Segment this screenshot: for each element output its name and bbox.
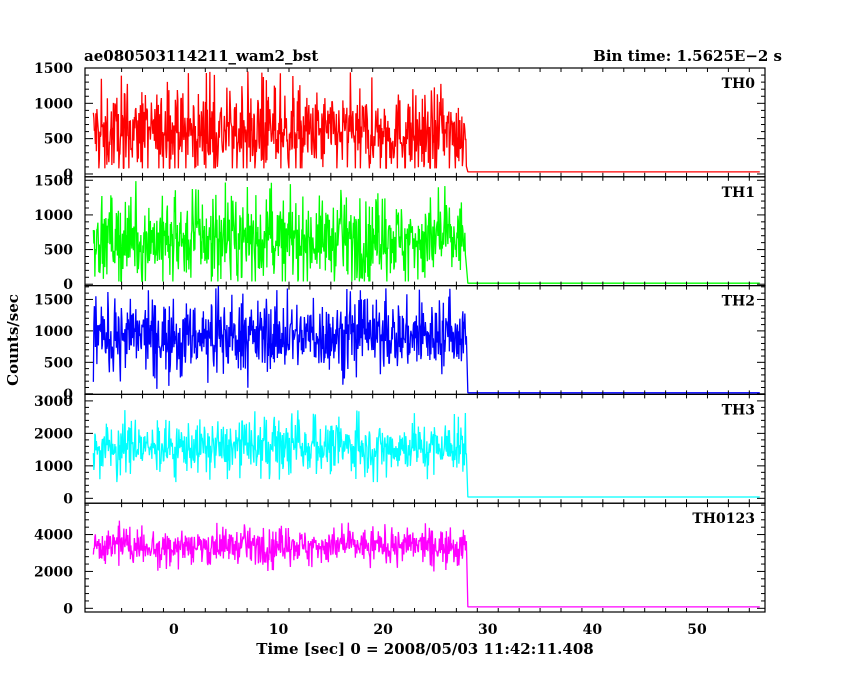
x-tick-label: 20 <box>373 622 393 638</box>
panel-th3: 0 1000 2000 3000 TH3 <box>34 393 766 507</box>
x-tick-label: 0 <box>169 622 179 638</box>
y-tick-label: 500 <box>44 132 73 148</box>
light-curve-th1 <box>92 181 760 284</box>
x-tick-label: 30 <box>478 622 498 638</box>
y-tick-label: 0 <box>63 601 73 617</box>
panel-th0: 0 500 1000 1500 TH0 <box>34 61 766 183</box>
x-tick-label: 10 <box>269 622 289 638</box>
panel-label-th1: TH1 <box>722 185 755 201</box>
panel-frame <box>84 285 766 396</box>
y-tick-label: 1000 <box>34 208 73 224</box>
y-tick-label: 1000 <box>34 459 73 475</box>
panel-label-th0123: TH0123 <box>692 511 755 527</box>
y-tick-label: 2000 <box>34 564 73 580</box>
y-tick-label: 1000 <box>34 324 73 340</box>
light-curve-th2 <box>92 285 760 394</box>
y-tick-label: 2000 <box>34 426 73 442</box>
panel-th0123: 0 2000 4000 TH0123 0 10 20 30 40 50 <box>34 502 766 638</box>
y-tick-label: 1500 <box>34 292 73 308</box>
panel-label-th0: TH0 <box>722 76 756 92</box>
panel-label-th3: TH3 <box>722 402 755 418</box>
y-tick-label: 3000 <box>34 394 73 410</box>
y-axis-label: Counts/sec <box>4 294 22 386</box>
y-tick-label: 0 <box>63 277 73 293</box>
y-tick-label: 500 <box>44 243 73 259</box>
y-tick-label: 0 <box>63 387 73 403</box>
y-tick-label: 1500 <box>34 173 73 189</box>
y-tick-label: 1500 <box>34 61 73 77</box>
y-tick-label: 4000 <box>34 528 73 544</box>
panel-th2: 0 500 1000 1500 TH2 <box>34 285 766 403</box>
panels-layer: 050010001500TH0050010001500TH10500100015… <box>34 61 766 638</box>
x-axis-label: Time [sec] 0 = 2008/05/03 11:42:11.408 <box>256 640 593 658</box>
panel-label-th2: TH2 <box>722 294 755 310</box>
panel-th1: 0 500 1000 1500 TH1 <box>34 173 766 293</box>
light-curve-th0 <box>92 71 760 173</box>
panel-frame <box>84 502 766 613</box>
y-tick-label: 500 <box>44 355 73 371</box>
y-tick-label: 1000 <box>34 96 73 112</box>
light-curve-th3 <box>92 410 760 498</box>
x-tick-label: 50 <box>687 622 707 638</box>
chart-title-left: ae080503114211_wam2_bst <box>84 47 318 65</box>
y-tick-label: 0 <box>63 167 73 183</box>
x-tick-label: 40 <box>583 622 603 638</box>
y-tick-label: 0 <box>63 491 73 507</box>
chart-title-right: Bin time: 1.5625E−2 s <box>593 47 782 65</box>
light-curve-th0123 <box>92 520 760 608</box>
